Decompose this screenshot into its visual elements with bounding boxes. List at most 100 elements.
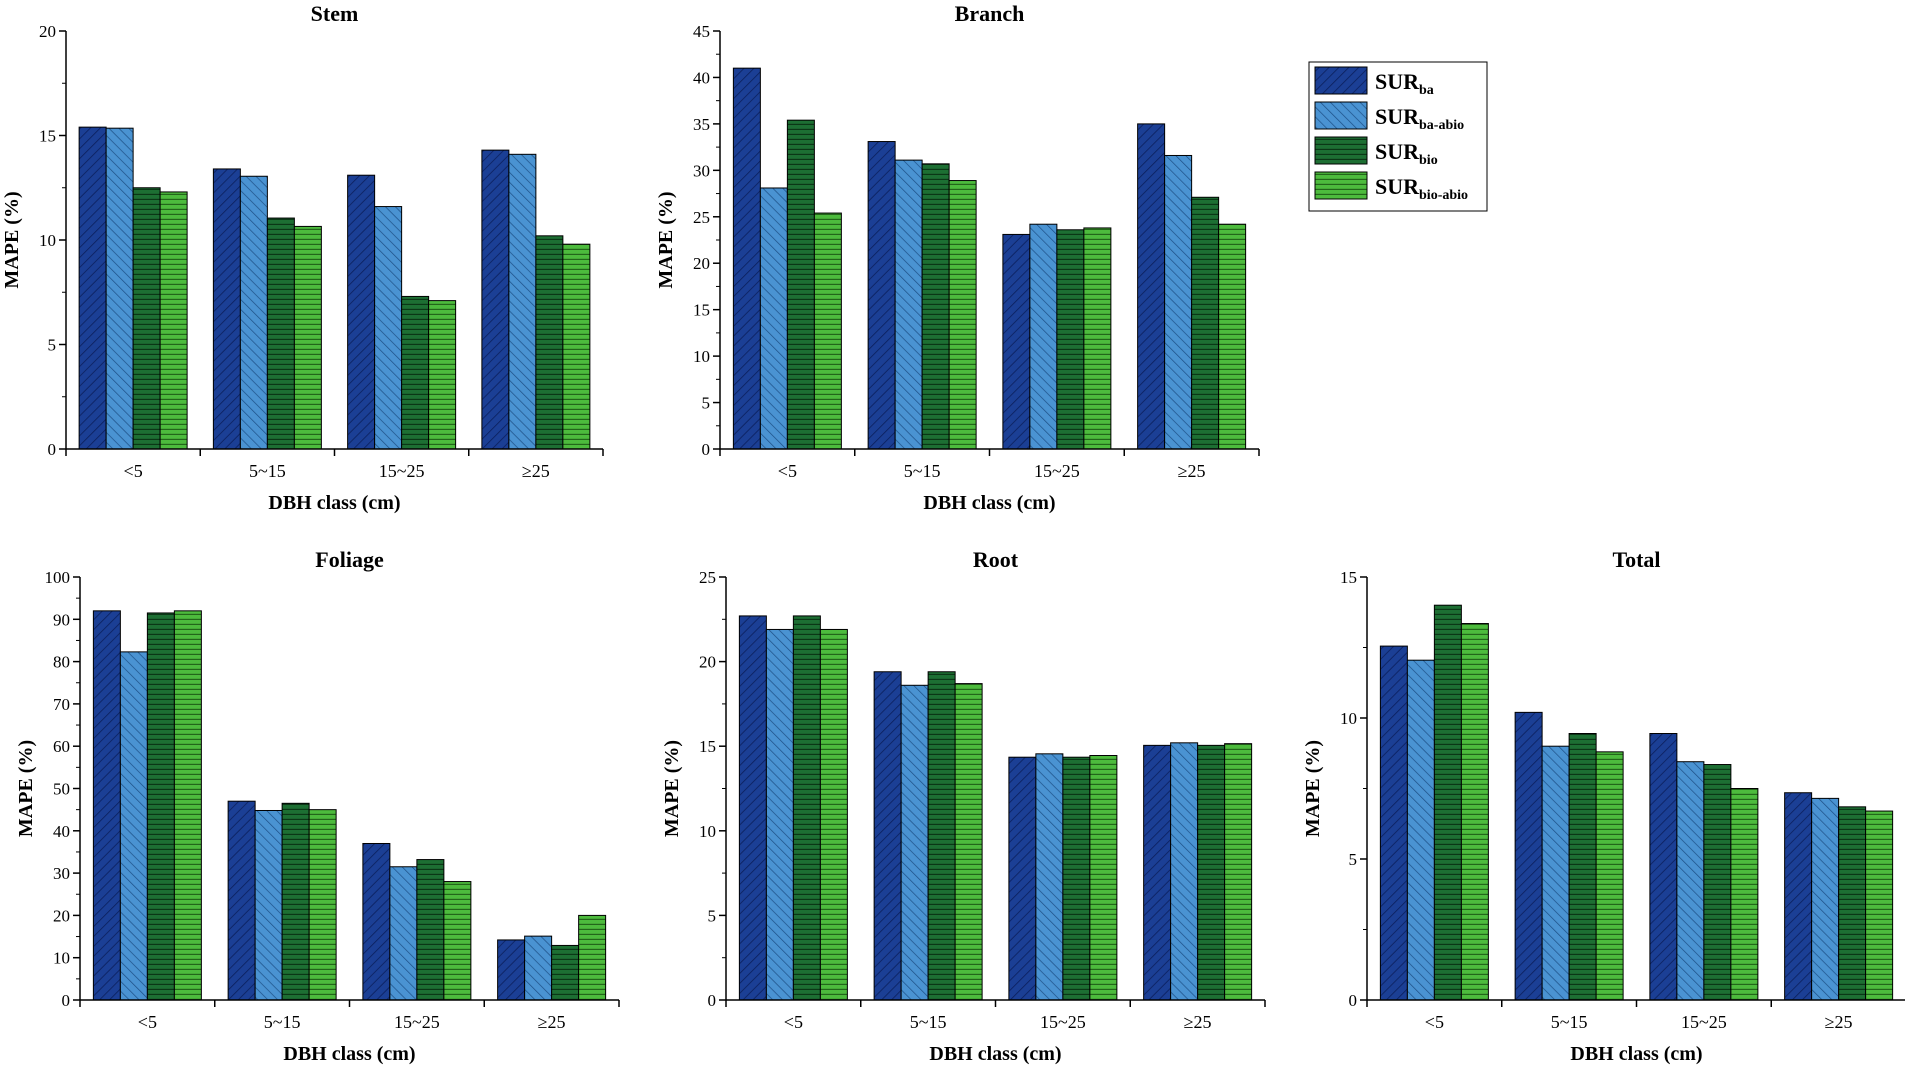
total-bar-sur-bio-abio-5-15: [1595, 751, 1624, 1001]
root-bar-sur-ba-ge25: [1143, 744, 1172, 1001]
stem-bar-sur-bio-abio-15-25: [428, 300, 457, 450]
total-x-axis-label: DBH class (cm): [1570, 1043, 1702, 1065]
total-x-tick-label-ge25: ≥25: [1825, 1012, 1853, 1032]
branch-bar-sur-ba-abio-ge25: [1164, 154, 1193, 450]
foliage-bar-sur-ba-5-15: [227, 800, 256, 1001]
foliage-bar-sur-bio-abio-15-25: [443, 881, 472, 1001]
legend-swatch-sur-bio: [1314, 136, 1368, 165]
foliage-y-tick-label: 0: [62, 991, 71, 1010]
root-bar-sur-bio-ge25: [1197, 744, 1226, 1001]
stem-bar-sur-ba-5-15: [212, 168, 241, 450]
chart-root: 0 5 10 15 20 25 <5 5~15 15~25 ≥25 Root DBH class (c…: [661, 547, 1266, 1065]
branch-bar-sur-ba-lt5: [732, 67, 761, 450]
branch-x-tick-label-ge25: ≥25: [1178, 461, 1206, 481]
stem-bar-sur-ba-abio-5-15: [239, 175, 268, 450]
foliage-bar-sur-ba-lt5: [92, 610, 121, 1001]
root-y-tick-label: 0: [708, 991, 717, 1010]
branch-bar-sur-ba-15-25: [1002, 233, 1031, 450]
total-x-tick-label-5-15: 5~15: [1551, 1012, 1588, 1032]
branch-x-tick-label-5-15: 5~15: [904, 461, 941, 481]
branch-bar-sur-ba-5-15: [867, 141, 896, 450]
root-title: Root: [973, 547, 1019, 572]
branch-y-axis-label: MAPE (%): [655, 191, 677, 288]
branch-x-tick-label-15-25: 15~25: [1034, 461, 1080, 481]
root-bar-sur-ba-15-25: [1008, 756, 1037, 1001]
root-y-tick-label: 20: [699, 653, 716, 672]
branch-y-tick-label: 40: [693, 68, 710, 87]
foliage-y-tick-label: 50: [53, 780, 70, 799]
foliage-bar-sur-bio-abio-5-15: [308, 809, 337, 1001]
stem-title: Stem: [311, 1, 359, 26]
stem-bar-sur-bio-lt5: [132, 187, 161, 450]
root-x-axis-label: DBH class (cm): [929, 1043, 1061, 1065]
branch-y-tick-label: 0: [702, 440, 711, 459]
foliage-y-tick-label: 30: [53, 864, 70, 883]
total-y-tick-label: 5: [1349, 850, 1358, 869]
branch-y-tick-label: 20: [693, 254, 710, 273]
root-bar-sur-ba-abio-ge25: [1170, 742, 1199, 1001]
stem-y-tick-label: 5: [48, 336, 57, 355]
foliage-x-axis-label: DBH class (cm): [283, 1043, 415, 1065]
branch-x-axis-label: DBH class (cm): [923, 492, 1055, 514]
stem-x-tick-label-5-15: 5~15: [249, 461, 286, 481]
total-bar-sur-bio-15-25: [1703, 764, 1732, 1001]
total-bar-sur-bio-ge25: [1838, 806, 1867, 1001]
foliage-y-tick-label: 70: [53, 695, 70, 714]
foliage-x-tick-label-5-15: 5~15: [264, 1012, 301, 1032]
root-bar-sur-bio-15-25: [1062, 756, 1091, 1001]
root-y-tick-label: 5: [708, 906, 717, 925]
legend-label-sur-ba-abio: SURba-abio: [1375, 104, 1464, 133]
root-bar-sur-ba-lt5: [738, 615, 767, 1001]
chart-total: 0 5 10 15 <5 5~15 15~25 ≥25 Total DBH class (cm) M…: [1302, 547, 1905, 1065]
branch-bar-sur-bio-abio-5-15: [948, 180, 977, 450]
foliage-y-tick-label: 100: [45, 568, 71, 587]
branch-bar-sur-ba-abio-lt5: [759, 187, 788, 450]
stem-y-tick-label: 10: [39, 231, 56, 250]
stem-bar-sur-ba-abio-15-25: [374, 206, 403, 450]
stem-bar-sur-bio-abio-ge25: [562, 243, 591, 450]
total-y-tick-label: 0: [1349, 991, 1358, 1010]
root-bar-sur-bio-abio-lt5: [819, 628, 848, 1001]
foliage-bar-sur-bio-15-25: [416, 859, 445, 1001]
chart-foliage: 0 10 20 30 40 50 60 70 80 90 100 <5 5~15 15~25 ≥25 Foli…: [15, 547, 620, 1065]
foliage-y-tick-label: 40: [53, 822, 70, 841]
foliage-bar-sur-bio-ge25: [551, 944, 580, 1001]
foliage-x-tick-label-15-25: 15~25: [394, 1012, 440, 1032]
foliage-bar-sur-ba-15-25: [362, 842, 391, 1001]
chart-branch: 0 5 10 15 20 25 30 35 40 45 <5 5~15 15~25 ≥25 Branch DB…: [655, 1, 1260, 514]
total-y-tick-label: 15: [1340, 568, 1357, 587]
stem-bar-sur-bio-abio-lt5: [159, 191, 188, 450]
legend: SURba SURba-abio SURbio SURbio-abio: [1308, 61, 1488, 212]
foliage-y-tick-label: 20: [53, 906, 70, 925]
stem-bar-sur-ba-ge25: [481, 149, 510, 450]
total-bar-sur-ba-5-15: [1514, 711, 1543, 1001]
stem-y-axis-label: MAPE (%): [1, 191, 23, 288]
root-bar-sur-bio-lt5: [792, 615, 821, 1001]
total-bar-sur-ba-15-25: [1649, 733, 1678, 1001]
stem-y-tick-label: 15: [39, 127, 56, 146]
foliage-bar-sur-ba-ge25: [497, 939, 526, 1001]
root-x-tick-label-15-25: 15~25: [1040, 1012, 1086, 1032]
root-x-tick-label-5-15: 5~15: [910, 1012, 947, 1032]
stem-bar-sur-bio-ge25: [535, 235, 564, 450]
stem-bar-sur-bio-15-25: [401, 295, 430, 450]
stem-y-tick-label: 0: [48, 440, 57, 459]
foliage-x-tick-label-ge25: ≥25: [538, 1012, 566, 1032]
foliage-x-tick-label-lt5: <5: [138, 1012, 157, 1032]
foliage-bar-sur-ba-abio-5-15: [254, 809, 283, 1001]
total-bar-sur-ba-abio-ge25: [1811, 797, 1840, 1001]
stem-x-tick-label-ge25: ≥25: [522, 461, 550, 481]
foliage-y-tick-label: 60: [53, 737, 70, 756]
foliage-y-tick-label: 80: [53, 653, 70, 672]
stem-x-tick-label-lt5: <5: [124, 461, 143, 481]
root-x-tick-label-lt5: <5: [784, 1012, 803, 1032]
branch-y-tick-label: 15: [693, 301, 710, 320]
root-y-tick-label: 10: [699, 822, 716, 841]
branch-y-tick-label: 35: [693, 115, 710, 134]
branch-bar-sur-ba-ge25: [1137, 123, 1166, 450]
branch-bar-sur-bio-ge25: [1191, 196, 1220, 450]
total-bar-sur-ba-lt5: [1379, 645, 1408, 1001]
root-bar-sur-ba-abio-15-25: [1035, 753, 1064, 1001]
foliage-y-tick-label: 90: [53, 610, 70, 629]
